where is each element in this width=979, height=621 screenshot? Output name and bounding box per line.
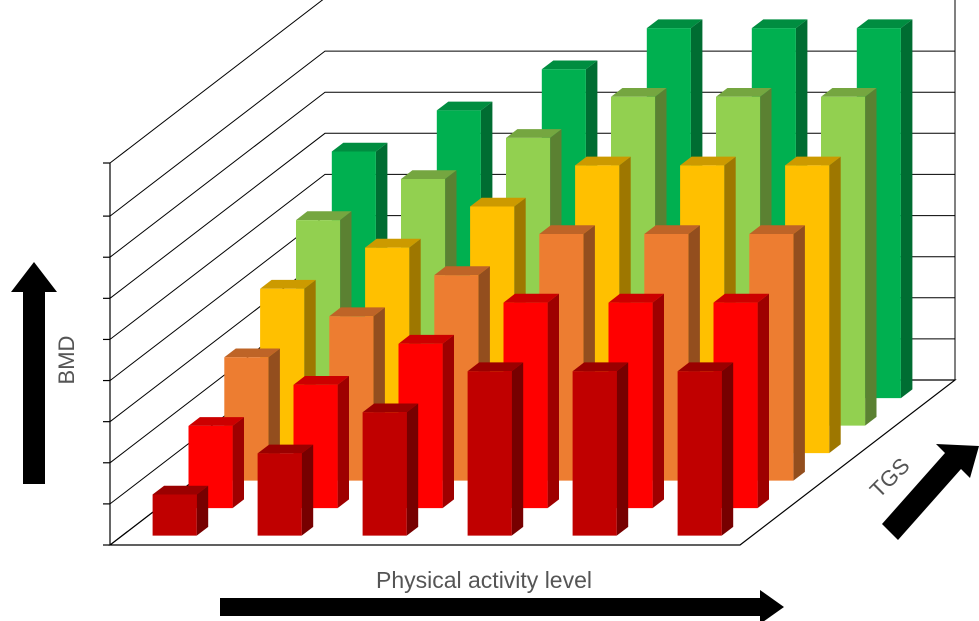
bar-top bbox=[608, 293, 664, 303]
bar-top bbox=[436, 101, 493, 111]
bar-front bbox=[467, 371, 512, 536]
bar-top bbox=[293, 376, 349, 385]
gridline bbox=[109, 0, 324, 164]
bar-top bbox=[572, 362, 629, 372]
bar-side bbox=[232, 417, 244, 509]
bar-top bbox=[644, 225, 700, 234]
bar-side bbox=[196, 485, 209, 536]
bar-top bbox=[680, 156, 736, 166]
bar bbox=[572, 362, 629, 536]
bar bbox=[362, 403, 419, 536]
bar-top bbox=[856, 19, 913, 29]
bar-front bbox=[572, 371, 617, 536]
bar-side bbox=[406, 403, 419, 536]
bar-top bbox=[331, 142, 388, 152]
bar-top bbox=[575, 156, 631, 166]
bar-top bbox=[434, 266, 490, 276]
bar-front bbox=[362, 412, 407, 536]
bar bbox=[713, 293, 769, 509]
bar-side bbox=[337, 376, 349, 509]
bar-side bbox=[793, 225, 805, 481]
bar-top bbox=[751, 19, 808, 29]
bar bbox=[677, 362, 734, 536]
bar-top bbox=[539, 225, 595, 234]
bar-top bbox=[785, 156, 841, 166]
y-axis-label: BMD bbox=[54, 336, 79, 385]
bar bbox=[467, 362, 524, 536]
bar-top bbox=[362, 403, 419, 413]
bar-top bbox=[541, 60, 598, 70]
bar-top bbox=[467, 362, 524, 372]
bar-top bbox=[401, 170, 457, 179]
bar-top bbox=[329, 307, 385, 317]
bar-top bbox=[257, 444, 314, 454]
bar-top bbox=[365, 238, 421, 248]
bar-top bbox=[470, 197, 526, 207]
bar-top bbox=[749, 225, 805, 234]
bar-side bbox=[301, 444, 314, 536]
bar-side bbox=[511, 362, 524, 536]
gridline bbox=[109, 50, 955, 217]
bar-top bbox=[821, 88, 877, 97]
bar-top bbox=[713, 293, 769, 303]
bar-side bbox=[547, 293, 559, 509]
bar-side bbox=[721, 362, 734, 536]
chart-bars bbox=[152, 19, 913, 536]
bar-top bbox=[503, 293, 559, 303]
bar-top bbox=[716, 88, 772, 97]
bar-top bbox=[152, 485, 209, 495]
bar-front bbox=[677, 371, 722, 536]
bar-side bbox=[616, 362, 629, 536]
bar-top bbox=[646, 19, 703, 29]
bar-side bbox=[900, 19, 913, 399]
bar-side bbox=[442, 334, 454, 509]
bar bbox=[152, 485, 209, 536]
bar-top bbox=[677, 362, 734, 372]
z-axis-label: TGS bbox=[865, 453, 915, 503]
bar-front bbox=[257, 453, 302, 536]
activity-arrow bbox=[220, 590, 784, 621]
tgs-arrow bbox=[882, 444, 979, 540]
bmd-arrow bbox=[11, 262, 57, 484]
bar-top bbox=[398, 334, 454, 344]
bar-top bbox=[611, 88, 667, 97]
bar-top bbox=[260, 279, 316, 289]
bar-side bbox=[865, 88, 877, 426]
bar-side bbox=[652, 293, 664, 509]
x-axis-label: Physical activity level bbox=[376, 567, 592, 593]
bar-side bbox=[757, 293, 769, 509]
bar bbox=[257, 444, 314, 536]
bar-front bbox=[152, 494, 197, 536]
bar-top bbox=[506, 129, 562, 138]
axis-arrows bbox=[11, 262, 979, 621]
bar-top bbox=[224, 348, 280, 358]
bar-top bbox=[296, 211, 352, 221]
bar-side bbox=[829, 156, 841, 454]
bar-top bbox=[188, 417, 244, 426]
